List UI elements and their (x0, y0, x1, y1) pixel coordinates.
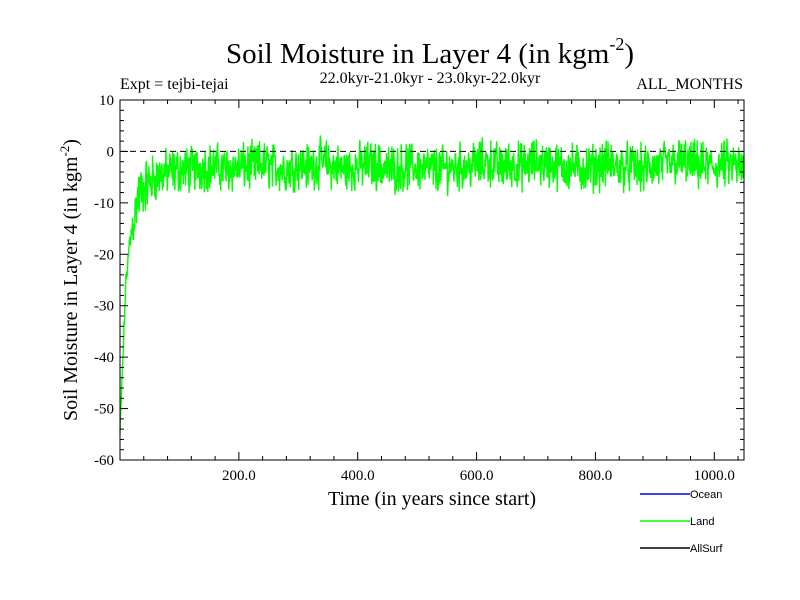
x-tick-label: 200.0 (222, 468, 256, 484)
x-tick-label: 600.0 (460, 468, 494, 484)
legend-label-land: Land (690, 516, 714, 528)
series-line-land (119, 135, 745, 434)
legend-label-allsurf: AllSurf (690, 543, 723, 555)
y-tick-label: -10 (94, 196, 114, 212)
chart-subtitle: 22.0kyr-21.0kyr - 23.0kyr-22.0kyr (320, 70, 541, 87)
y-tick-label: -50 (94, 402, 114, 418)
x-tick-label: 1000.0 (694, 468, 735, 484)
y-axis-label: Soil Moisture in Layer 4 (in kgm-2) (57, 139, 82, 421)
y-tick-label: 10 (99, 93, 114, 109)
y-tick-label: -60 (94, 453, 114, 469)
chart-title: Soil Moisture in Layer 4 (in kgm-2) (226, 34, 634, 70)
months-label: ALL_MONTHS (636, 76, 743, 93)
x-axis-label: Time (in years since start) (328, 488, 536, 510)
y-tick-label: -30 (94, 299, 114, 315)
plot-area: 10 0 -10 -20 -30 -40 -50 -60 200.0 400.0 600.0 800.… (94, 93, 745, 484)
legend: Ocean Land AllSurf (640, 489, 723, 555)
x-tick-label: 400.0 (341, 468, 375, 484)
y-tick-label: -40 (94, 350, 114, 366)
x-tick-label: 800.0 (579, 468, 613, 484)
legend-label-ocean: Ocean (690, 489, 722, 501)
plot-frame (119, 99, 745, 461)
expt-label: Expt = tejbi-tejai (120, 76, 229, 93)
y-tick-label: -20 (94, 247, 114, 263)
y-tick-label: 0 (107, 144, 115, 160)
